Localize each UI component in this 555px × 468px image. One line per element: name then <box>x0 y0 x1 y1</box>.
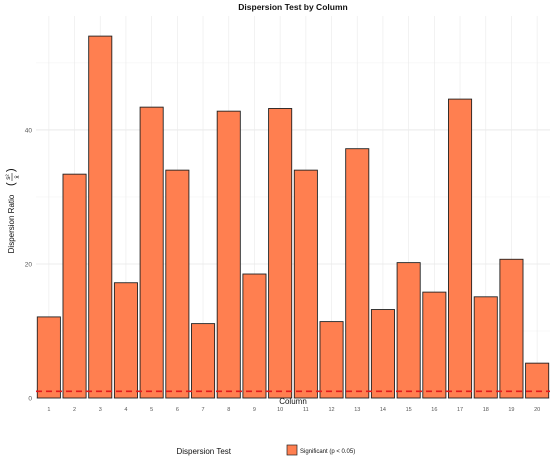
bar-column-13 <box>345 148 370 399</box>
x-tick-label: 7 <box>202 407 205 413</box>
y-axis-label-paren-open: ( <box>5 182 17 186</box>
bar-column-10 <box>268 108 293 399</box>
bar-column-19 <box>499 258 524 399</box>
x-tick-label: 14 <box>380 407 386 413</box>
x-tick-label: 13 <box>354 407 360 413</box>
bar-column-14 <box>370 309 395 399</box>
bar-column-5 <box>139 106 164 399</box>
bar-column-9 <box>242 273 267 399</box>
y-tick-labels: 0 20 40 <box>25 127 33 402</box>
bar-column-20 <box>525 362 550 399</box>
bar-column-8 <box>216 110 241 399</box>
legend: Dispersion Test Significant (p < 0.05) <box>176 444 355 456</box>
x-tick-label: 20 <box>534 407 540 413</box>
x-tick-label: 8 <box>227 407 230 413</box>
x-tick-label: 3 <box>99 407 102 413</box>
bar-column-16 <box>422 291 447 399</box>
x-tick-label: 11 <box>303 407 309 413</box>
bar-column-1 <box>36 316 61 399</box>
bar-column-4 <box>113 282 138 399</box>
bar-column-18 <box>473 296 498 399</box>
y-axis-label-denominator: x̄ <box>14 175 21 179</box>
x-tick-label: 10 <box>277 407 283 413</box>
x-axis-label: Column <box>279 397 307 406</box>
grid-layer <box>36 16 550 399</box>
x-tick-label: 12 <box>328 407 334 413</box>
bar-column-15 <box>396 262 421 399</box>
x-tick-labels: 1 2 3 4 5 6 7 8 9 10 11 12 13 14 15 16 17 18 19 20 <box>47 407 540 413</box>
bar-column-2 <box>62 173 87 399</box>
bar-column-6 <box>165 169 190 399</box>
bar-column-11 <box>293 169 318 399</box>
y-axis-label-group: Dispersion Ratio ( s² x̄ ) <box>5 168 21 253</box>
x-tick-label: 4 <box>124 407 127 413</box>
x-tick-label: 2 <box>73 407 76 413</box>
y-tick-label: 0 <box>28 396 32 403</box>
x-tick-label: 18 <box>483 407 489 413</box>
bar-column-12 <box>319 321 344 399</box>
x-tick-label: 15 <box>406 407 412 413</box>
x-tick-label: 19 <box>508 407 514 413</box>
chart-title: Dispersion Test by Column <box>238 2 347 12</box>
bar-column-7 <box>191 323 216 399</box>
x-tick-label: 16 <box>431 407 437 413</box>
bar-column-17 <box>448 98 473 399</box>
y-axis-label: Dispersion Ratio <box>7 194 16 253</box>
legend-entry-label: Significant (p < 0.05) <box>300 449 355 455</box>
x-tick-label: 1 <box>47 407 50 413</box>
x-tick-label: 5 <box>150 407 153 413</box>
legend-swatch <box>286 444 298 456</box>
y-tick-label: 20 <box>25 261 33 268</box>
x-tick-label: 6 <box>176 407 179 413</box>
y-axis-label-numerator: s² <box>5 173 12 179</box>
y-axis-label-paren-close: ) <box>5 168 17 172</box>
x-tick-label: 9 <box>253 407 256 413</box>
bar-column-3 <box>88 35 113 399</box>
bars-layer <box>36 35 550 399</box>
y-tick-label: 40 <box>25 127 33 134</box>
legend-title: Dispersion Test <box>176 447 231 456</box>
x-tick-label: 17 <box>457 407 463 413</box>
